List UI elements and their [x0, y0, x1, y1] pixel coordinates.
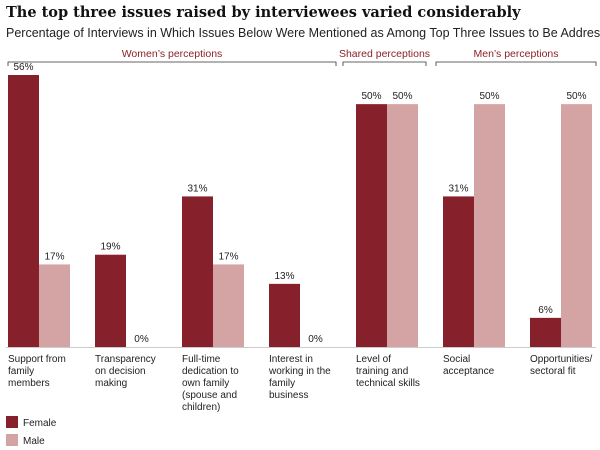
bar-female — [182, 196, 213, 347]
bar-value-label: 50% — [479, 91, 499, 102]
legend-swatch-male — [6, 434, 18, 446]
bar-male — [39, 264, 70, 347]
bar-value-label: 6% — [538, 305, 553, 316]
bar-value-label: 17% — [44, 251, 64, 262]
category-label: sectoral fit — [530, 366, 576, 377]
bar-male — [387, 104, 418, 348]
legend-label: Female — [23, 418, 57, 429]
group-label: Women’s perceptions — [122, 48, 223, 60]
category-label: Opportunities/ — [530, 354, 592, 365]
chart-title: The top three issues raised by interview… — [6, 4, 521, 21]
bar-value-label: 31% — [448, 183, 468, 194]
category-label: family — [8, 366, 34, 377]
category-label: family — [269, 378, 295, 389]
group-brackets: Women’s perceptions Shared perceptions Men… — [7, 48, 597, 66]
bar-value-label: 50% — [392, 91, 412, 102]
bar-value-label: 50% — [361, 91, 381, 102]
bar-female — [443, 196, 474, 347]
category-label: dedication to — [182, 366, 239, 377]
group-label: Men’s perceptions — [473, 48, 558, 60]
category-labels: Support fromfamilymembersTransparencyon … — [8, 354, 592, 413]
legend-swatch-female — [6, 416, 18, 428]
category-label: Support from — [8, 354, 66, 365]
category-label: training and — [356, 366, 408, 377]
bar-female — [356, 104, 387, 348]
category-label: making — [95, 378, 127, 389]
group-bracket — [435, 61, 597, 66]
category-label: Transparency — [95, 354, 156, 365]
bar-value-label: 17% — [218, 251, 238, 262]
group-label: Shared perceptions — [339, 48, 430, 60]
bar-value-label: 0% — [134, 334, 149, 345]
bar-value-label: 0% — [308, 334, 323, 345]
category-label: business — [269, 390, 308, 401]
bar-male — [213, 264, 244, 347]
category-label: technical skills — [356, 378, 420, 389]
bar-value-label: 50% — [566, 91, 586, 102]
bar-male — [561, 104, 592, 348]
category-label: Level of — [356, 354, 391, 365]
legend: Female Male — [6, 416, 57, 447]
bar-female — [8, 75, 39, 347]
category-label: acceptance — [443, 366, 495, 377]
bars: 56% 19% 31% 13% 50% 31% 6% 17% 0% 17% 0% 50% 50% 50% — [8, 62, 592, 348]
category-label: Full-time — [182, 354, 221, 365]
bar-value-label: 56% — [13, 62, 33, 73]
bar-female — [95, 254, 126, 347]
bar-value-label: 13% — [274, 271, 294, 282]
bar-female — [269, 283, 300, 347]
category-label: Social — [443, 354, 470, 365]
category-label: own family — [182, 378, 229, 389]
category-label: working in the — [268, 366, 331, 377]
bar-male — [474, 104, 505, 348]
category-label: Interest in — [269, 354, 313, 365]
bar-value-label: 31% — [187, 183, 207, 194]
group-bracket — [342, 61, 427, 66]
bar-value-label: 19% — [100, 242, 120, 253]
category-label: children) — [182, 402, 220, 413]
category-label: members — [8, 378, 50, 389]
group-bracket — [7, 61, 337, 66]
chart-subtitle: Percentage of Interviews in Which Issues… — [6, 26, 600, 40]
legend-label: Male — [23, 436, 45, 447]
category-label: on decision — [95, 366, 146, 377]
bar-female — [530, 317, 561, 347]
category-label: (spouse and — [182, 390, 237, 401]
